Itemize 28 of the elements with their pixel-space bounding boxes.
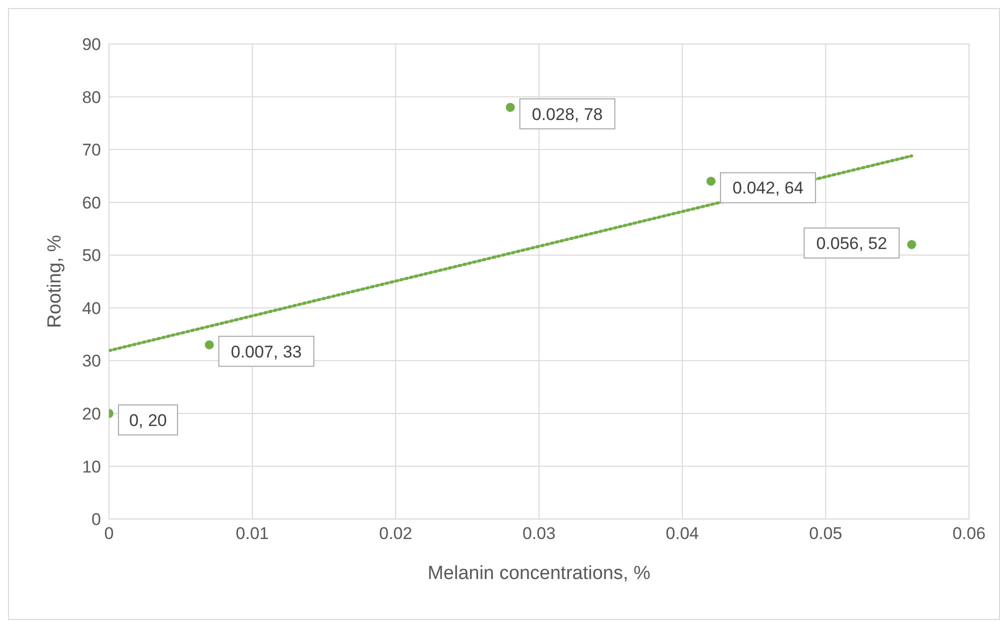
x-tick-label: 0.05	[809, 524, 842, 544]
x-tick-label: 0.04	[666, 524, 699, 544]
x-tick-label: 0.01	[236, 524, 269, 544]
point	[706, 176, 716, 186]
y-tick-label: 40	[82, 298, 101, 318]
x-tick-label: 0.06	[952, 524, 986, 544]
y-tick-label: 60	[82, 193, 101, 212]
x-tick-label: 0.03	[522, 524, 556, 544]
y-tick-label: 20	[82, 404, 101, 424]
y-tick-label: 50	[82, 246, 101, 266]
y-tick-label: 80	[82, 88, 101, 107]
point	[506, 102, 515, 112]
y-tick-label: 10	[82, 457, 101, 476]
point	[204, 340, 214, 350]
data-label: 0.007, 33	[230, 342, 302, 362]
y-tick-label: 0	[92, 510, 101, 530]
x-axis-title: Melanin concentrations, %	[428, 563, 651, 584]
data-label: 0.028, 78	[532, 104, 603, 124]
point	[907, 240, 916, 250]
y-tick-label: 70	[82, 140, 101, 160]
x-tick-label: 0	[104, 524, 114, 544]
y-axis-title: Rooting, %	[44, 234, 66, 328]
y-tick-label: 90	[82, 35, 101, 54]
x-tick-label: 0.02	[379, 524, 412, 544]
data-label: 0, 20	[129, 410, 167, 430]
data-label: 0.042, 64	[732, 178, 804, 198]
data-label: 0.056, 52	[816, 234, 888, 254]
y-tick-label: 30	[82, 352, 101, 371]
